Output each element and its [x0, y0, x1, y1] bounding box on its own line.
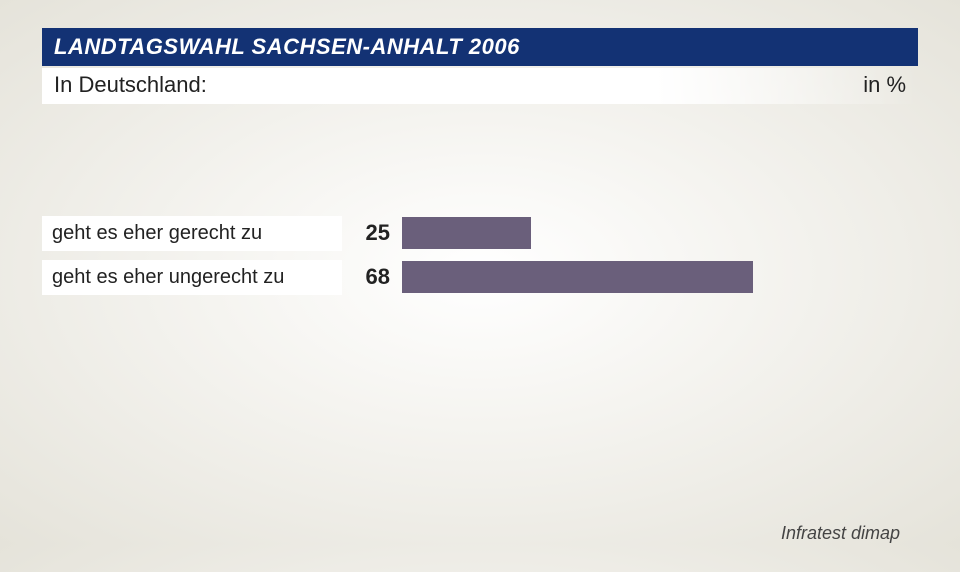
subtitle-right: in %: [863, 72, 906, 98]
row-label: geht es eher ungerecht zu: [42, 260, 342, 295]
subtitle-row: In Deutschland: in %: [42, 68, 918, 104]
chart-area: geht es eher gerecht zu 25 geht es eher …: [42, 214, 918, 296]
bar: [402, 261, 753, 293]
subtitle-left: In Deutschland:: [54, 72, 207, 98]
chart-row: geht es eher ungerecht zu 68: [42, 258, 918, 296]
bar-track: [402, 261, 918, 293]
row-label: geht es eher gerecht zu: [42, 216, 342, 251]
title-bar: LANDTAGSWAHL SACHSEN-ANHALT 2006: [42, 28, 918, 66]
bar-track: [402, 217, 918, 249]
row-value: 25: [342, 220, 402, 246]
row-value: 68: [342, 264, 402, 290]
source-attribution: Infratest dimap: [781, 523, 900, 544]
bar: [402, 217, 531, 249]
chart-row: geht es eher gerecht zu 25: [42, 214, 918, 252]
